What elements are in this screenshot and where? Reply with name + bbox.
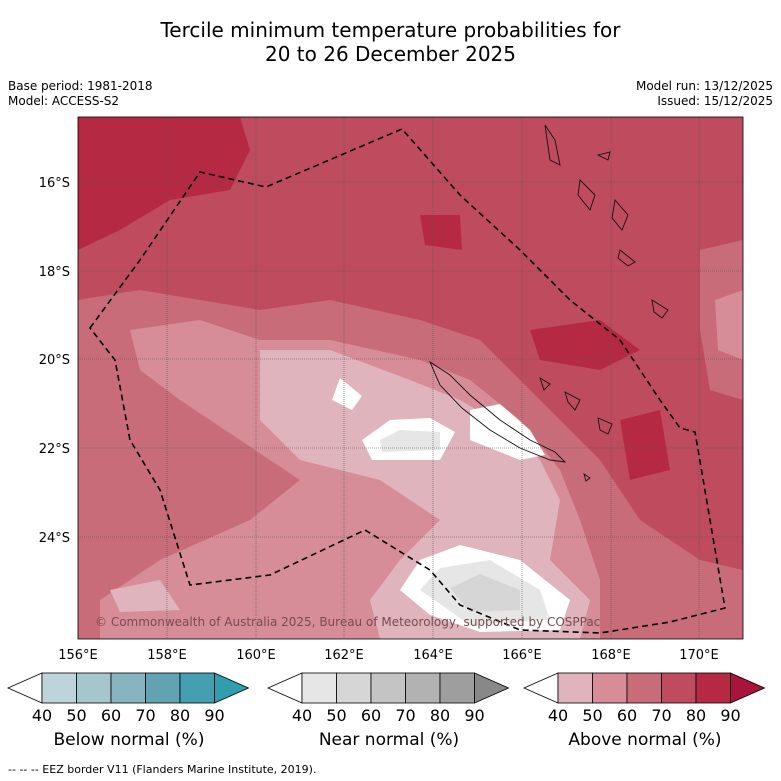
copyright-text: © Commonwealth of Australia 2025, Bureau… <box>95 615 600 629</box>
colorbar-label-below: Below normal (%) <box>53 730 205 750</box>
colorbar-above-tick: 90 <box>720 706 740 725</box>
lon-label-168: 168°E <box>591 648 631 663</box>
island-mark-1 <box>651 299 669 319</box>
field-band-40-sw <box>110 580 180 612</box>
base-period: Base period: 1981-2018 <box>8 79 153 93</box>
colorbar-below-segment <box>110 672 146 704</box>
colorbar-near-segment <box>439 672 475 704</box>
colorbar-label-near: Near normal (%) <box>318 730 460 750</box>
lon-labels: 156°E 158°E 160°E 162°E 164°E 166°E 168°… <box>58 648 719 663</box>
lat-label-24: 24°S <box>39 531 70 546</box>
colorbar-above-high-tip <box>730 672 766 704</box>
new-caledonia-coast <box>428 360 567 463</box>
lon-label-158: 158°E <box>147 648 187 663</box>
field-dark-e <box>530 320 640 370</box>
colorbar-below-segment <box>76 672 112 704</box>
colorbar-near-tick: 50 <box>326 706 346 725</box>
colorbars: 40 50 60 70 80 90 40 50 60 70 80 90 40 50 60 70 80 90 <box>7 672 766 725</box>
colorbar-near-tick: 80 <box>430 706 450 725</box>
map-field: © Commonwealth of Australia 2025, Bureau… <box>78 117 743 639</box>
colorbar-below-tick: 80 <box>170 706 190 725</box>
colorbar-above-segment <box>626 672 662 704</box>
near-normal-patch-3 <box>380 430 440 452</box>
colorbar-below-tick: 40 <box>32 706 52 725</box>
lat-label-18: 18°S <box>39 265 70 280</box>
colorbar-above-tick: 60 <box>617 706 637 725</box>
colorbar-above-tick: 40 <box>548 706 568 725</box>
meta-left: Base period: 1981-2018 Model: ACCESS-S2 <box>8 79 153 109</box>
colorbar-near-tick: 40 <box>292 706 312 725</box>
colorbar-near-low-tip <box>267 672 303 704</box>
field-dark-n <box>420 215 462 250</box>
colorbar-near-high-tip <box>474 672 510 704</box>
eez-footer: -- -- -- EEZ border V11 (Flanders Marine… <box>8 763 317 776</box>
colorbar-near-segment <box>336 672 372 704</box>
colorbar-below-tick: 50 <box>66 706 86 725</box>
map-frame <box>77 116 744 640</box>
colorbar-below-high-tip <box>214 672 250 704</box>
colorbar-below-low-tip <box>7 672 43 704</box>
island-mark-2 <box>539 376 551 391</box>
colorbar-above-tick: 80 <box>686 706 706 725</box>
colorbar-near-tick: 60 <box>361 706 381 725</box>
issued-date: Issued: 15/12/2025 <box>657 94 773 108</box>
colorbar-above-segment <box>661 672 697 704</box>
lon-label-166: 166°E <box>502 648 542 663</box>
colorbar-below-segment <box>145 672 181 704</box>
title-line-1: Tercile minimum temperature probabilitie… <box>160 18 621 42</box>
colorbar-above-segment <box>592 672 628 704</box>
colorbar-label-above: Above normal (%) <box>568 730 722 750</box>
colorbar-near-segment <box>405 672 441 704</box>
grid <box>78 117 743 639</box>
colorbar-above-segment <box>695 672 731 704</box>
colorbar-above-tick: 70 <box>651 706 671 725</box>
colorbar-below-segment <box>41 672 77 704</box>
eez-border <box>88 128 726 634</box>
colorbar-above-low-tip <box>523 672 559 704</box>
title-line-2: 20 to 26 December 2025 <box>264 42 516 66</box>
field-dark-se <box>620 410 670 480</box>
lat-labels: 16°S 18°S 20°S 22°S 24°S <box>39 176 70 546</box>
map-title: Tercile minimum temperature probabilitie… <box>0 18 781 66</box>
near-normal-patch-4 <box>470 404 545 460</box>
colorbar-near-tick: 70 <box>395 706 415 725</box>
colorbar-above-tick: 50 <box>582 706 602 725</box>
lon-label-156: 156°E <box>58 648 98 663</box>
lon-label-164: 164°E <box>413 648 453 663</box>
colorbar-below-segment <box>179 672 215 704</box>
meta-right: Model run: 13/12/2025 Issued: 15/12/2025 <box>636 79 773 109</box>
model-run: Model run: 13/12/2025 <box>635 79 773 93</box>
colorbar-below-tick: 60 <box>101 706 121 725</box>
colorbar-below-tick: 70 <box>135 706 155 725</box>
field-dark-nw <box>78 117 250 250</box>
coastlines <box>428 124 669 482</box>
field-band-50-east <box>715 290 743 360</box>
colorbar-below-tick: 90 <box>204 706 224 725</box>
lat-label-16: 16°S <box>39 176 70 191</box>
lon-label-160: 160°E <box>236 648 276 663</box>
lat-label-22: 22°S <box>39 442 70 457</box>
model-name: Model: ACCESS-S2 <box>8 94 120 108</box>
colorbar-near-tick: 90 <box>464 706 484 725</box>
colorbar-near-segment <box>301 672 337 704</box>
near-normal-patch-7 <box>450 574 520 612</box>
lon-label-162: 162°E <box>324 648 364 663</box>
island-mark-3 <box>583 472 591 482</box>
lat-label-20: 20°S <box>39 353 70 368</box>
colorbar-above-segment <box>557 672 593 704</box>
near-normal-patch-1 <box>332 378 362 410</box>
loyalty-islands-coast <box>564 391 613 435</box>
vanuatu-coast <box>544 124 636 267</box>
lon-label-170: 170°E <box>679 648 719 663</box>
colorbar-near-segment <box>370 672 406 704</box>
